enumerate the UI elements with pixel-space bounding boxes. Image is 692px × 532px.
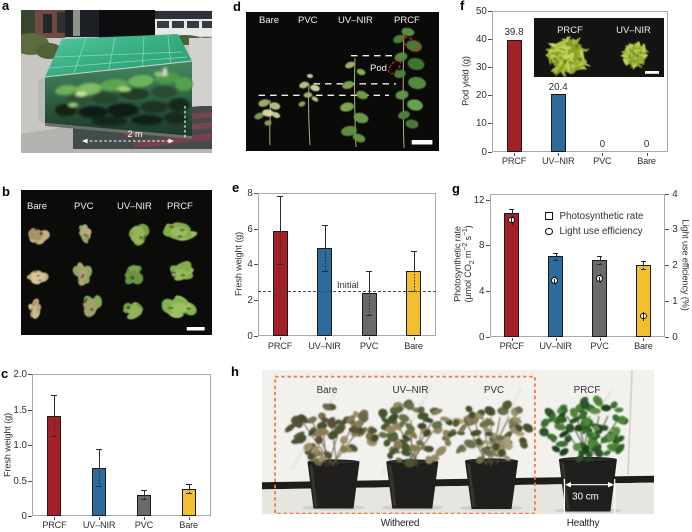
svg-text:PRCF: PRCF <box>557 25 583 36</box>
svg-text:2 m: 2 m <box>127 129 142 139</box>
svg-text:PVC: PVC <box>74 201 94 212</box>
svg-text:PVC: PVC <box>483 385 503 396</box>
svg-text:UV–NIR: UV–NIR <box>338 15 373 26</box>
svg-text:PRCF: PRCF <box>573 385 600 396</box>
svg-text:Bare: Bare <box>316 385 337 396</box>
svg-text:30 cm: 30 cm <box>572 492 599 503</box>
svg-text:UV–NIR: UV–NIR <box>392 385 428 396</box>
svg-text:PRCF: PRCF <box>167 201 193 212</box>
svg-text:Pod: Pod <box>370 63 387 74</box>
svg-text:PVC: PVC <box>298 15 318 26</box>
svg-text:UV–NIR: UV–NIR <box>616 25 651 36</box>
svg-text:UV–NIR: UV–NIR <box>117 201 152 212</box>
svg-text:PRCF: PRCF <box>394 15 420 26</box>
svg-text:Bare: Bare <box>259 15 279 26</box>
svg-text:Bare: Bare <box>27 201 47 212</box>
